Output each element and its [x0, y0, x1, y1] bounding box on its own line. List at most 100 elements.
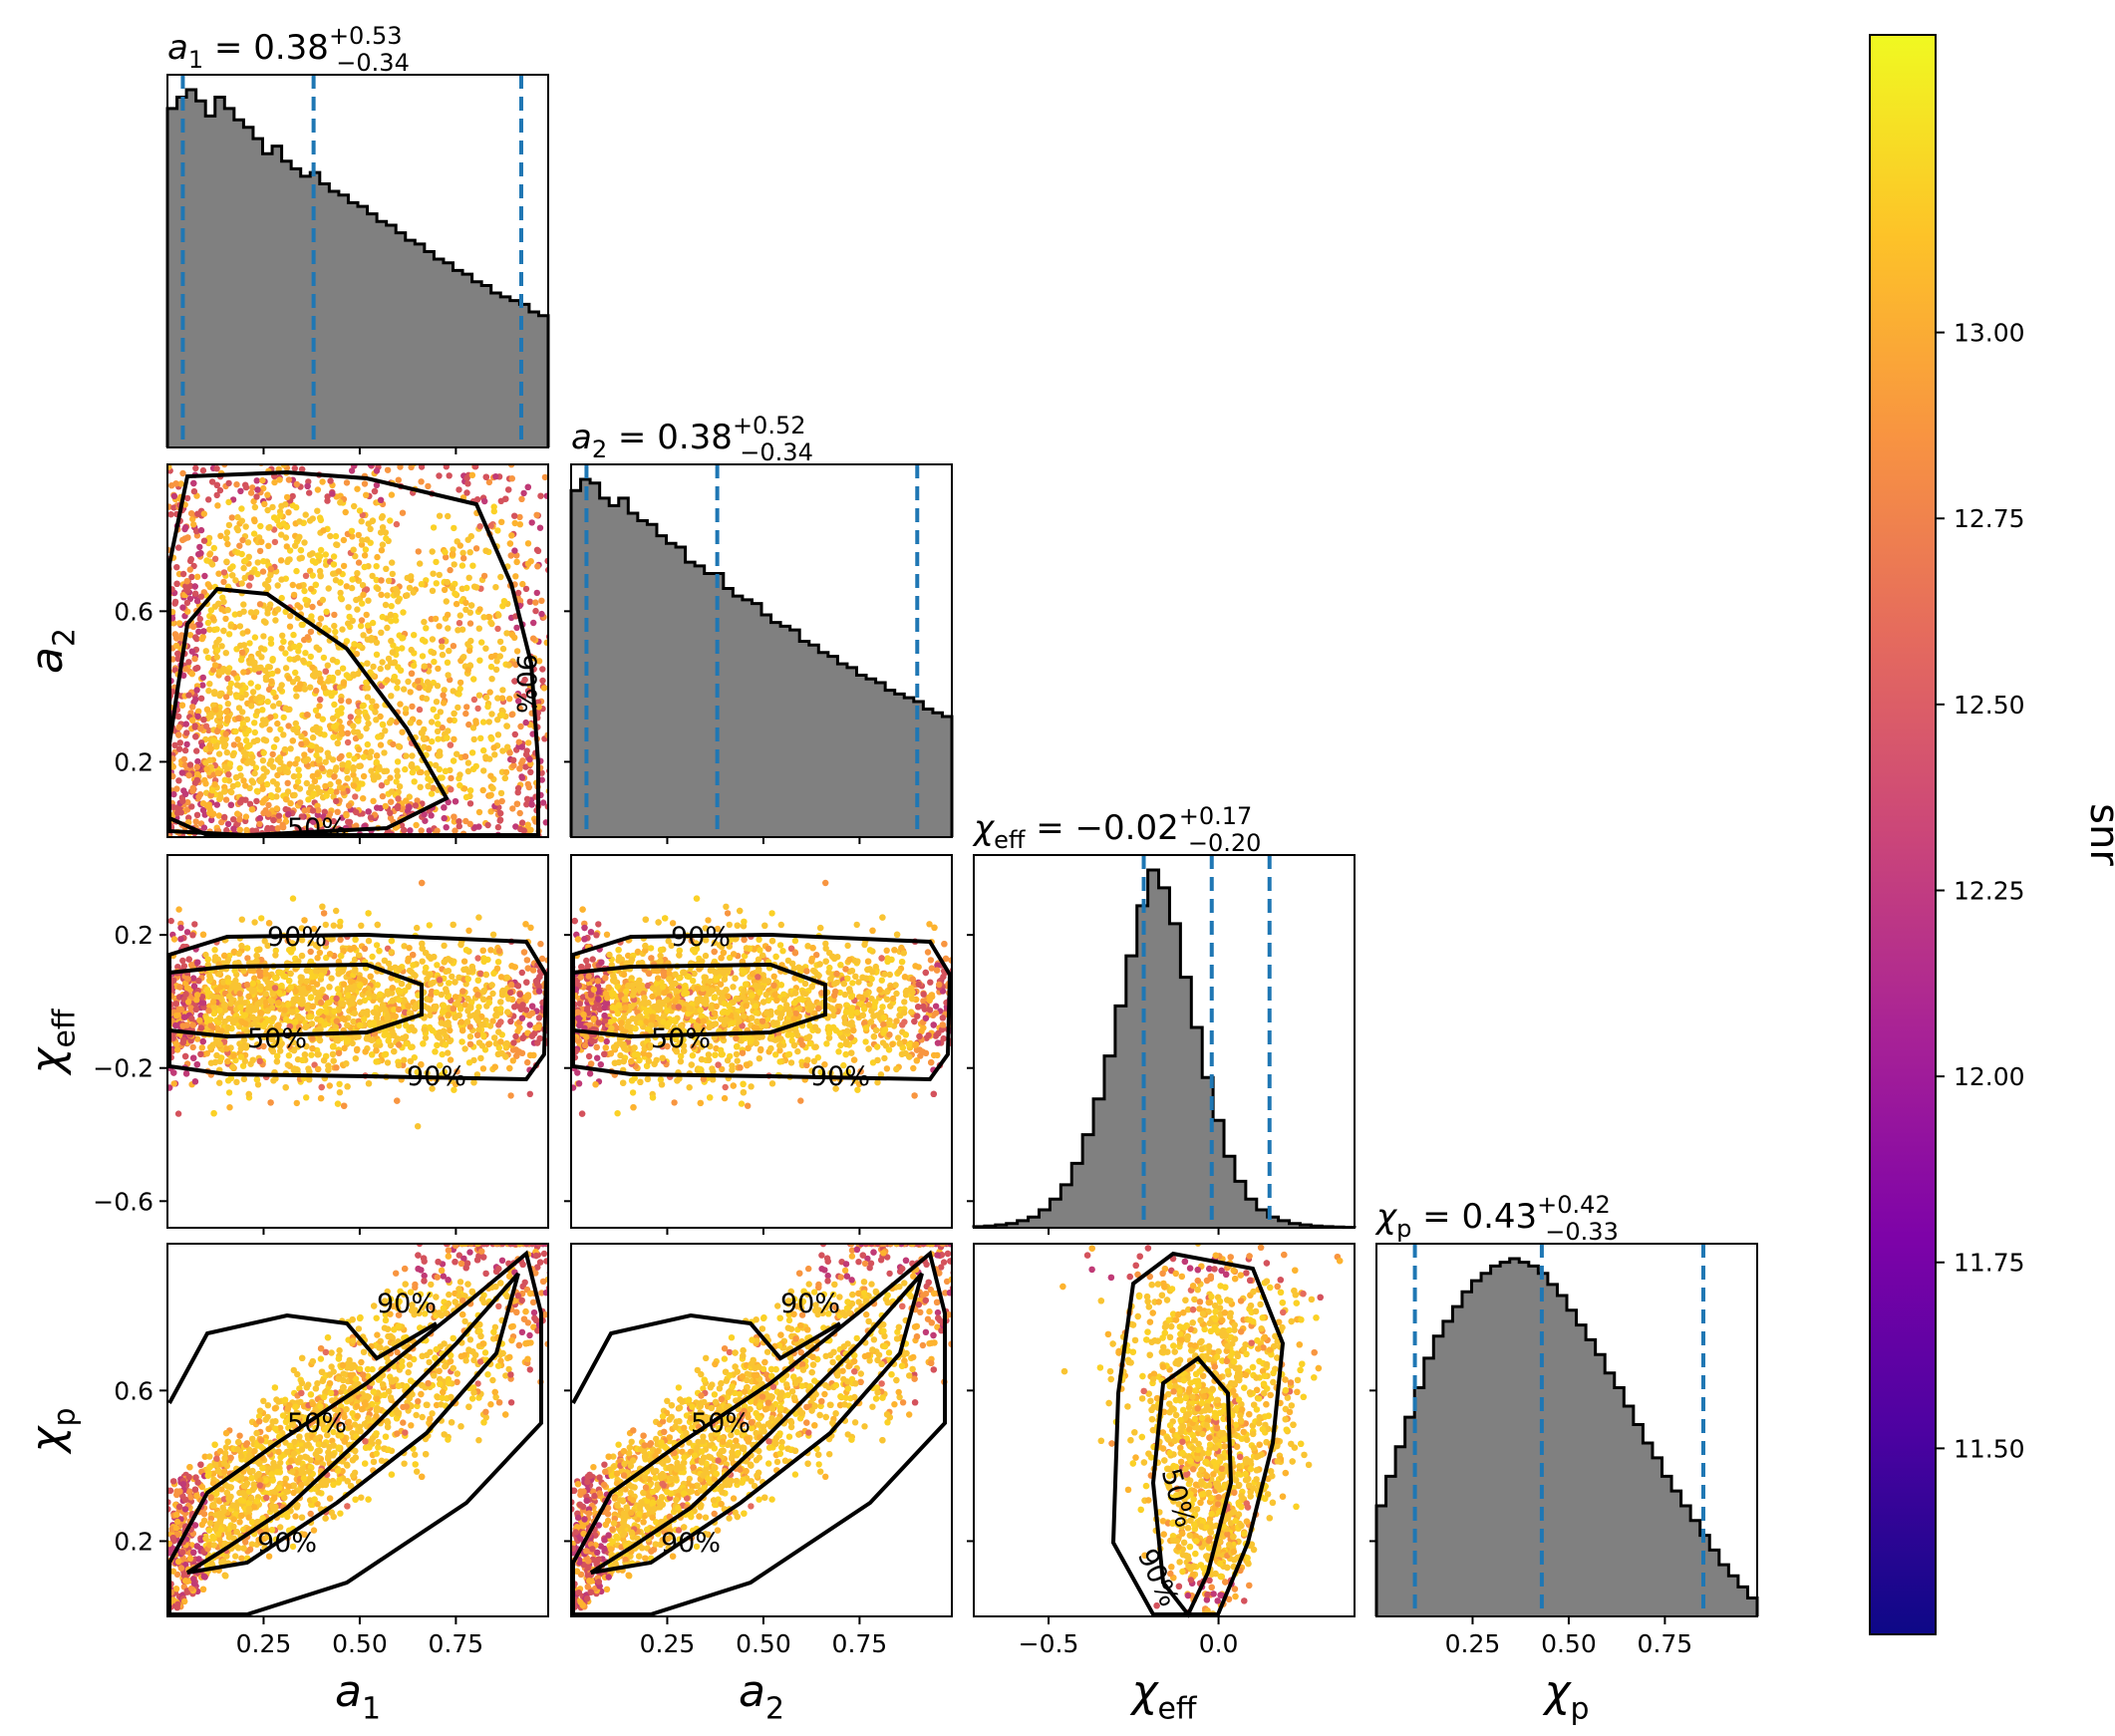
sample-point: [205, 496, 212, 503]
sample-point: [487, 522, 494, 529]
sample-point: [498, 712, 505, 719]
sample-point: [313, 687, 320, 695]
sample-point: [489, 990, 496, 998]
sample-point: [251, 659, 258, 667]
sample-point: [173, 580, 180, 587]
sample-point: [258, 915, 265, 922]
sample-point: [364, 685, 372, 692]
sample-point: [248, 827, 256, 834]
sample-point: [254, 708, 261, 716]
sample-point: [480, 955, 487, 962]
sample-point: [370, 1009, 378, 1015]
sample-point: [257, 1010, 264, 1016]
sample-point: [331, 622, 338, 630]
sample-point: [451, 818, 457, 825]
sample-point: [246, 741, 253, 748]
sample-point: [260, 797, 268, 804]
sample-point: [494, 695, 501, 702]
sample-point: [172, 480, 179, 487]
sample-point: [224, 1057, 231, 1065]
sample-point: [446, 472, 453, 479]
sample-point: [167, 917, 174, 925]
sample-point: [267, 714, 274, 721]
sample-point: [482, 547, 489, 554]
sample-point: [448, 786, 454, 793]
sample-point: [373, 467, 381, 474]
sample-point: [480, 767, 487, 774]
sample-point: [534, 547, 542, 554]
sample-point: [320, 654, 328, 662]
sample-point: [366, 753, 374, 761]
sample-point: [516, 521, 523, 528]
sample-point: [196, 621, 203, 629]
sample-point: [296, 518, 303, 525]
sample-point: [183, 494, 191, 502]
sample-point: [435, 735, 442, 742]
sample-point: [418, 464, 426, 470]
sample-point: [339, 626, 346, 633]
sample-point: [345, 802, 353, 809]
sample-point: [480, 746, 487, 754]
sample-point: [513, 624, 520, 632]
sample-point: [298, 732, 305, 740]
sample-point: [472, 986, 479, 994]
sample-point: [303, 1094, 310, 1101]
sample-point: [251, 634, 259, 641]
sample-point: [373, 703, 380, 710]
sample-point: [487, 653, 495, 661]
sample-point: [474, 705, 481, 713]
sample-point: [285, 811, 292, 818]
sample-point: [516, 809, 523, 817]
sample-point: [393, 617, 400, 624]
sample-point: [445, 798, 452, 806]
sample-point: [188, 573, 195, 581]
sample-point: [513, 693, 520, 700]
sample-point: [223, 558, 230, 565]
sample-point: [379, 721, 387, 728]
sample-point: [307, 628, 315, 636]
sample-point: [264, 979, 271, 986]
sample-point: [297, 799, 304, 806]
sample-point: [481, 497, 488, 505]
sample-point: [278, 645, 285, 652]
sample-point: [180, 755, 188, 763]
sample-point: [183, 599, 191, 607]
sample-point: [265, 801, 272, 809]
sample-point: [364, 660, 371, 667]
sample-point: [251, 666, 258, 673]
sample-point: [239, 1062, 247, 1069]
sample-point: [428, 777, 435, 784]
sample-point: [434, 1041, 441, 1049]
sample-point: [477, 1054, 484, 1062]
sample-point: [425, 687, 432, 694]
sample-point: [462, 966, 469, 973]
sample-point: [226, 689, 233, 697]
sample-point: [282, 501, 289, 508]
sample-point: [522, 994, 529, 1001]
sample-point: [271, 478, 278, 486]
sample-point: [248, 806, 256, 813]
sample-point: [309, 1044, 316, 1052]
sample-point: [191, 723, 198, 730]
sample-point: [306, 489, 313, 496]
sample-point: [443, 1033, 450, 1040]
sample-point: [503, 723, 510, 729]
sample-point: [452, 979, 458, 986]
sample-point: [434, 714, 441, 721]
sample-point: [368, 748, 375, 755]
sample-point: [439, 643, 446, 651]
sample-point: [319, 596, 327, 604]
sample-point: [195, 793, 202, 800]
sample-point: [533, 589, 540, 597]
sample-point: [529, 635, 537, 642]
sample-point: [289, 679, 297, 686]
sample-point: [241, 1057, 249, 1065]
sample-point: [257, 645, 265, 652]
sample-point: [492, 666, 500, 674]
sample-point: [337, 499, 344, 506]
sample-point: [501, 774, 508, 782]
sample-point: [253, 493, 260, 500]
sample-point: [414, 1068, 421, 1076]
sample-point: [326, 1082, 333, 1089]
sample-point: [360, 753, 368, 760]
